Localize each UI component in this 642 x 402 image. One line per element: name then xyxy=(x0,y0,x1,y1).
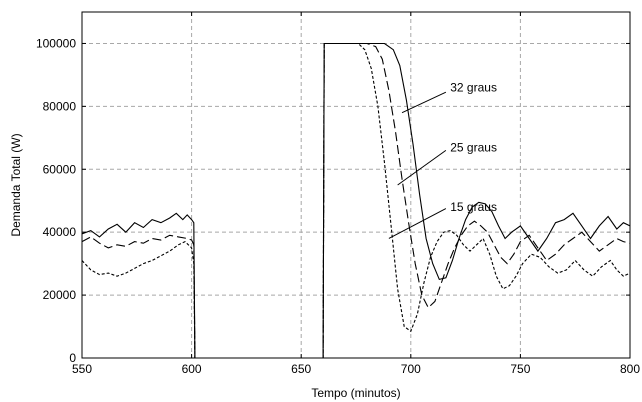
x-tick-label: 750 xyxy=(510,362,530,376)
y-axis-label: Demanda Total (W) xyxy=(9,133,23,236)
series-line-3 xyxy=(322,42,631,359)
axis-ticks: 550 600 650 700 750 800 0 20000 40000 60000 80000 1… xyxy=(36,12,640,376)
annotation-label: 25 graus xyxy=(450,140,497,154)
series-line-1 xyxy=(322,42,631,359)
y-tick-label: 40000 xyxy=(43,225,77,239)
series-line-1 xyxy=(81,212,196,359)
x-tick-label: 700 xyxy=(401,362,421,376)
annotation-pointer xyxy=(388,208,447,239)
x-axis-label: Tempo (minutos) xyxy=(311,386,400,400)
y-tick-label: 0 xyxy=(69,351,76,365)
plot-area xyxy=(82,12,630,358)
annotation-label: 32 graus xyxy=(450,80,497,94)
y-tick-label: 20000 xyxy=(43,288,77,302)
annotation-label: 15 graus xyxy=(450,200,497,214)
annotation-pointer xyxy=(397,149,447,186)
x-tick-label: 550 xyxy=(72,362,92,376)
grid-lines xyxy=(82,12,630,358)
annotation-pointer xyxy=(401,91,447,114)
x-tick-label: 650 xyxy=(291,362,311,376)
series-line-2 xyxy=(322,42,631,359)
plot-frame xyxy=(81,11,631,359)
y-tick-label: 60000 xyxy=(43,162,77,176)
y-tick-label: 80000 xyxy=(43,99,77,113)
x-tick-label: 800 xyxy=(620,362,640,376)
x-tick-label: 600 xyxy=(182,362,202,376)
y-tick-label: 100000 xyxy=(36,36,76,50)
series-line-3 xyxy=(81,240,196,359)
annotations: 32 graus 25 graus 15 graus xyxy=(388,80,497,239)
series-line-2 xyxy=(81,234,196,359)
series-group xyxy=(81,42,631,359)
